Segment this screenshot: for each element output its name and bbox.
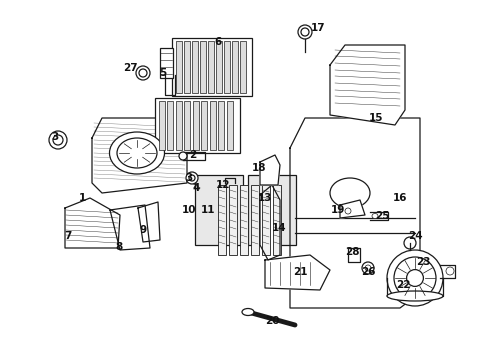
Bar <box>193 101 199 150</box>
Ellipse shape <box>365 265 371 271</box>
Bar <box>176 41 182 93</box>
Text: 6: 6 <box>215 37 221 47</box>
Bar <box>159 101 165 150</box>
Bar <box>248 175 296 245</box>
Bar <box>184 41 190 93</box>
Ellipse shape <box>109 132 165 174</box>
Text: 5: 5 <box>159 68 167 78</box>
Text: 11: 11 <box>201 205 215 215</box>
Text: 28: 28 <box>345 247 359 257</box>
Text: 19: 19 <box>331 205 345 215</box>
Ellipse shape <box>136 66 150 80</box>
Bar <box>229 185 237 255</box>
Polygon shape <box>65 198 120 248</box>
Ellipse shape <box>53 135 63 145</box>
Text: 3: 3 <box>185 173 193 183</box>
Text: 10: 10 <box>182 205 196 215</box>
Text: 9: 9 <box>140 225 147 235</box>
Text: 15: 15 <box>369 113 383 123</box>
Text: 16: 16 <box>393 193 407 203</box>
Polygon shape <box>260 155 280 185</box>
Bar <box>218 185 226 255</box>
Bar <box>240 41 246 93</box>
Ellipse shape <box>362 262 374 274</box>
Text: 13: 13 <box>258 193 272 203</box>
Text: 27: 27 <box>122 63 137 73</box>
Text: 23: 23 <box>416 257 430 267</box>
Polygon shape <box>138 202 160 242</box>
Bar <box>251 185 259 255</box>
Ellipse shape <box>179 152 187 160</box>
Text: 18: 18 <box>252 163 266 173</box>
Text: 14: 14 <box>271 223 286 233</box>
Text: 7: 7 <box>64 231 72 241</box>
Ellipse shape <box>372 213 378 219</box>
Bar <box>200 41 206 93</box>
Text: 4: 4 <box>192 183 200 193</box>
Text: 22: 22 <box>396 280 410 290</box>
Polygon shape <box>265 255 330 290</box>
Bar <box>232 41 238 93</box>
Bar <box>192 41 198 93</box>
Bar <box>240 185 248 255</box>
Bar <box>224 41 230 93</box>
Ellipse shape <box>394 257 436 299</box>
Bar <box>155 98 240 153</box>
Ellipse shape <box>446 267 454 275</box>
Ellipse shape <box>387 291 443 301</box>
Ellipse shape <box>49 131 67 149</box>
Bar <box>160 48 173 78</box>
Bar <box>210 101 216 150</box>
Bar <box>201 101 207 150</box>
Polygon shape <box>330 45 405 125</box>
Ellipse shape <box>404 237 416 249</box>
Bar <box>195 175 243 245</box>
Text: 2: 2 <box>189 150 196 160</box>
Ellipse shape <box>407 270 423 287</box>
Ellipse shape <box>186 172 198 184</box>
Bar <box>176 101 182 150</box>
Text: 24: 24 <box>408 231 422 241</box>
Ellipse shape <box>301 28 309 36</box>
Ellipse shape <box>345 208 351 214</box>
Bar <box>167 101 173 150</box>
Ellipse shape <box>189 175 195 181</box>
Text: 20: 20 <box>265 316 279 326</box>
Text: 21: 21 <box>293 267 307 277</box>
Bar <box>262 185 270 255</box>
Polygon shape <box>260 185 280 260</box>
Polygon shape <box>110 205 150 250</box>
Bar <box>216 41 222 93</box>
Polygon shape <box>92 118 187 193</box>
Bar <box>227 101 233 150</box>
Polygon shape <box>340 200 365 218</box>
Ellipse shape <box>298 25 312 39</box>
Polygon shape <box>290 118 420 308</box>
Ellipse shape <box>330 178 370 208</box>
Text: 8: 8 <box>115 242 122 252</box>
Ellipse shape <box>139 69 147 77</box>
Bar <box>218 101 224 150</box>
Bar <box>184 101 190 150</box>
Ellipse shape <box>242 309 254 315</box>
Text: 12: 12 <box>216 180 230 190</box>
Bar <box>273 185 281 255</box>
Text: 26: 26 <box>361 267 375 277</box>
Text: 3: 3 <box>51 132 59 142</box>
Text: 25: 25 <box>375 211 389 221</box>
Ellipse shape <box>387 250 443 306</box>
Ellipse shape <box>117 138 157 168</box>
Text: 17: 17 <box>311 23 325 33</box>
Bar <box>208 41 214 93</box>
Text: 1: 1 <box>78 193 86 203</box>
Bar <box>172 38 252 96</box>
